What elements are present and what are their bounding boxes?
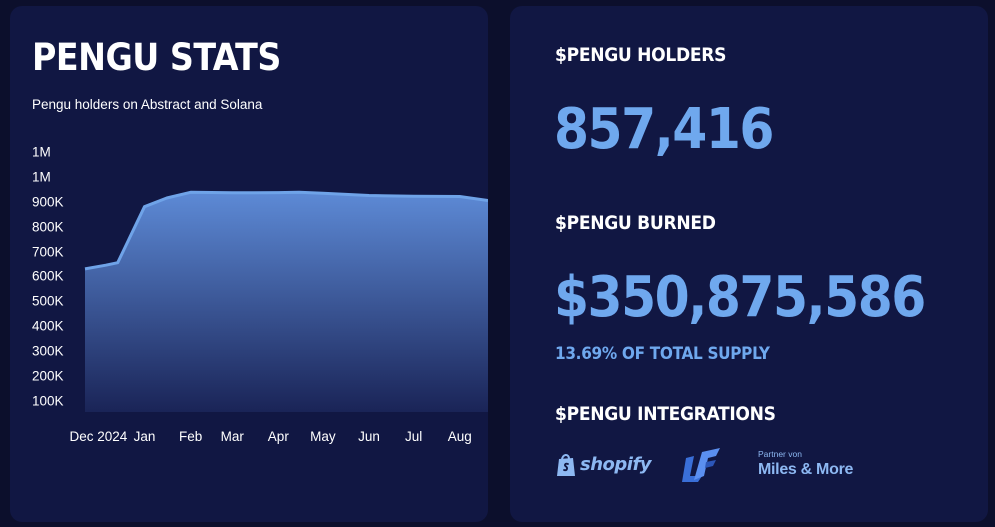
y-tick-label: 500K bbox=[32, 293, 64, 309]
x-tick-label: Feb bbox=[178, 429, 203, 444]
miles-and-more-logo: Partner von Miles & More bbox=[758, 450, 853, 478]
y-tick-label: 300K bbox=[32, 343, 64, 359]
metrics-card: $PENGU HOLDERS 857,416 $PENGU BURNED $35… bbox=[510, 6, 988, 522]
x-tick-label: Apr bbox=[267, 429, 289, 444]
x-tick-label: Dec 2024 bbox=[69, 429, 128, 444]
y-tick-label: 900K bbox=[32, 194, 64, 209]
holders-value: 857,416 bbox=[554, 97, 774, 162]
x-tick-label: Aug bbox=[447, 429, 472, 444]
shopify-bag-icon bbox=[557, 454, 575, 476]
supply-percentage: 13.69% OF TOTAL SUPPLY bbox=[555, 344, 770, 364]
holders-area bbox=[85, 192, 488, 412]
shopify-logo: shopify bbox=[555, 452, 652, 477]
x-tick-label: Jun bbox=[358, 429, 380, 444]
lf-mark-icon bbox=[682, 448, 720, 482]
y-tick-label: 1M bbox=[32, 169, 51, 185]
holders-chart bbox=[84, 190, 488, 412]
x-tick-label: Jan bbox=[133, 429, 156, 444]
y-tick-label: 400K bbox=[32, 318, 64, 334]
shopify-wordmark: shopify bbox=[580, 454, 652, 475]
y-tick-label: 100K bbox=[32, 393, 64, 409]
y-tick-label: 200K bbox=[32, 368, 64, 384]
stats-title: PENGU STATS bbox=[32, 36, 281, 79]
stats-subtitle: Pengu holders on Abstract and Solana bbox=[32, 97, 263, 112]
y-tick-label: 800K bbox=[32, 218, 64, 234]
miles-partner-text: Partner von bbox=[758, 449, 802, 459]
y-tick-label: 1M bbox=[32, 144, 51, 160]
integrations-logos: shopify Partner von Miles & More bbox=[510, 446, 988, 486]
holders-line bbox=[84, 190, 488, 271]
x-tick-label: May bbox=[310, 429, 336, 444]
stats-card: PENGU STATS Pengu holders on Abstract an… bbox=[10, 6, 488, 522]
x-tick-label: Mar bbox=[220, 429, 244, 444]
y-tick-label: 700K bbox=[32, 243, 64, 259]
miles-wordmark: Miles & More bbox=[758, 460, 854, 478]
holders-heading: $PENGU HOLDERS bbox=[555, 44, 727, 66]
integrations-heading: $PENGU INTEGRATIONS bbox=[555, 403, 776, 425]
burned-heading: $PENGU BURNED bbox=[555, 212, 716, 234]
x-tick-label: Jul bbox=[405, 429, 423, 444]
y-tick-label: 600K bbox=[32, 268, 64, 284]
burned-value: $350,875,586 bbox=[554, 265, 926, 330]
